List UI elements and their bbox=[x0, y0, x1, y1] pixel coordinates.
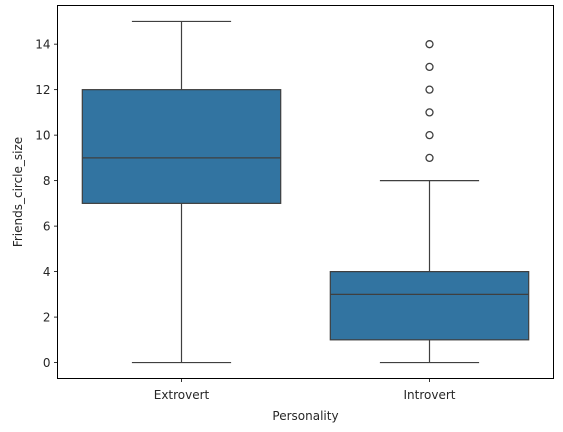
y-axis-ticks: 0 2 4 6 8 10 12 14 bbox=[35, 37, 58, 370]
outlier-point-introvert bbox=[425, 40, 434, 49]
y-tick-label: 2 bbox=[43, 310, 51, 324]
y-tick-label: 12 bbox=[35, 83, 50, 97]
y-tick-label: 8 bbox=[43, 174, 51, 188]
outlier-point-introvert bbox=[425, 85, 434, 94]
outlier-point-introvert bbox=[425, 130, 434, 140]
box-introvert bbox=[329, 271, 530, 341]
outlier-point-introvert bbox=[425, 108, 434, 117]
y-tick-label: 14 bbox=[35, 37, 50, 51]
plot-frame bbox=[57, 5, 554, 379]
y-tick-label: 10 bbox=[35, 128, 50, 142]
x-axis-label: Personality bbox=[272, 409, 338, 423]
y-tick-label: 6 bbox=[43, 219, 51, 233]
y-axis-label: Friends_circle_size bbox=[11, 137, 25, 247]
box-extrovert bbox=[81, 89, 282, 204]
outlier-point-introvert bbox=[425, 62, 434, 72]
plot-marks bbox=[81, 20, 530, 364]
x-tick-label: Extrovert bbox=[154, 388, 210, 402]
y-tick-label: 4 bbox=[43, 265, 51, 279]
x-axis-ticks: Extrovert Introvert bbox=[154, 378, 456, 402]
y-tick-label: 0 bbox=[43, 356, 51, 370]
outlier-point-introvert bbox=[425, 153, 434, 163]
x-tick-label: Introvert bbox=[404, 388, 456, 402]
